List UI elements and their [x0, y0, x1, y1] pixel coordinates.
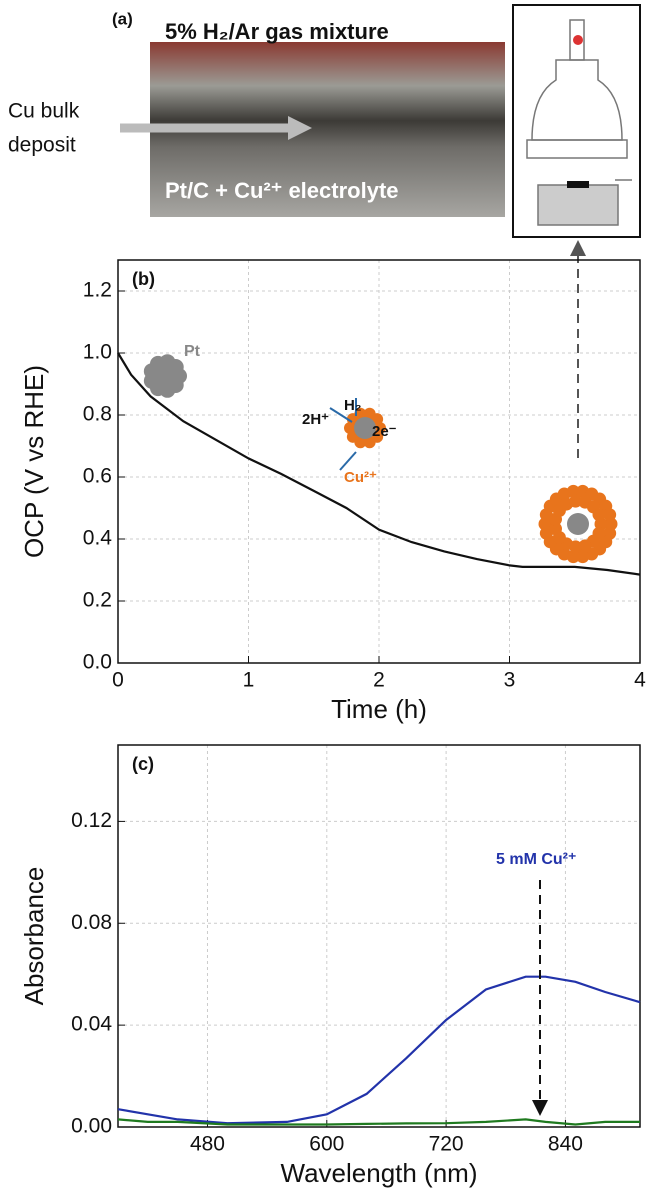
annotation: 2e⁻	[372, 423, 397, 440]
y-tick-label: 0.0	[83, 651, 112, 674]
pointer-arrow-head	[288, 116, 312, 140]
particle-lobe	[363, 436, 376, 449]
panel-title: 5% H₂/Ar gas mixture	[165, 19, 389, 44]
particle-lobe	[566, 484, 580, 498]
annotation: 5 mM Cu²⁺	[496, 851, 576, 868]
annotation: H₂	[344, 397, 362, 414]
reaction-arrow	[339, 451, 357, 471]
y-tick-label: 0.12	[71, 809, 112, 832]
particle-lobe	[578, 539, 592, 553]
electrode	[567, 181, 589, 188]
plot-frame	[117, 259, 641, 664]
y-tick-label: 1.0	[83, 341, 112, 364]
panel-label: (a)	[112, 9, 133, 28]
apparatus	[526, 19, 632, 226]
x-tick-label: 3	[504, 669, 516, 692]
particle-lobe	[592, 508, 606, 522]
valve	[573, 35, 583, 45]
y-tick-label: 0.08	[71, 911, 112, 934]
y-axis-label: OCP (V vs RHE)	[19, 365, 49, 558]
particle-lobe	[576, 550, 590, 564]
y-tick-label: 0.2	[83, 589, 112, 612]
data-line	[117, 1118, 640, 1126]
annotation: Cu²⁺	[344, 469, 377, 486]
panel-label: (c)	[132, 754, 154, 774]
x-tick-label: 720	[429, 1133, 464, 1156]
y-tick-label: 0.6	[83, 465, 112, 488]
data-line	[117, 352, 641, 576]
annotation: 2H⁺	[302, 411, 329, 428]
photo-caption: Pt/C + Cu²⁺ electrolyte	[165, 178, 399, 203]
pointer-label: Cu bulk	[8, 100, 80, 123]
particle-lobe	[354, 407, 367, 420]
y-tick-label: 1.2	[83, 279, 112, 302]
x-tick-label: 600	[309, 1133, 344, 1156]
x-axis-label: Wavelength (nm)	[281, 1158, 478, 1188]
x-axis-label: Time (h)	[331, 694, 427, 724]
y-tick-label: 0.04	[71, 1013, 112, 1036]
reaction-arrow	[329, 407, 353, 423]
annotation: Pt	[184, 343, 201, 360]
pt-particle	[151, 362, 179, 390]
pt-core	[354, 417, 376, 439]
y-tick-label: 0.8	[83, 403, 112, 426]
y-axis-label: Absorbance	[19, 867, 49, 1006]
x-tick-label: 2	[373, 669, 385, 692]
particle-lobe	[569, 494, 583, 508]
y-tick-label: 0.00	[71, 1115, 112, 1138]
pt-core	[567, 513, 589, 535]
particle-lobe	[603, 508, 617, 522]
x-tick-label: 840	[548, 1133, 583, 1156]
pointer-label: deposit	[8, 134, 76, 157]
x-tick-label: 1	[243, 669, 255, 692]
panel-label: (b)	[132, 269, 155, 289]
x-tick-label: 0	[112, 669, 124, 692]
data-line	[117, 975, 641, 1125]
plot-frame	[117, 744, 641, 1128]
x-tick-label: 480	[190, 1133, 225, 1156]
y-tick-label: 0.4	[83, 527, 113, 550]
particle-lobe	[549, 522, 563, 536]
x-tick-label: 4	[634, 669, 646, 692]
